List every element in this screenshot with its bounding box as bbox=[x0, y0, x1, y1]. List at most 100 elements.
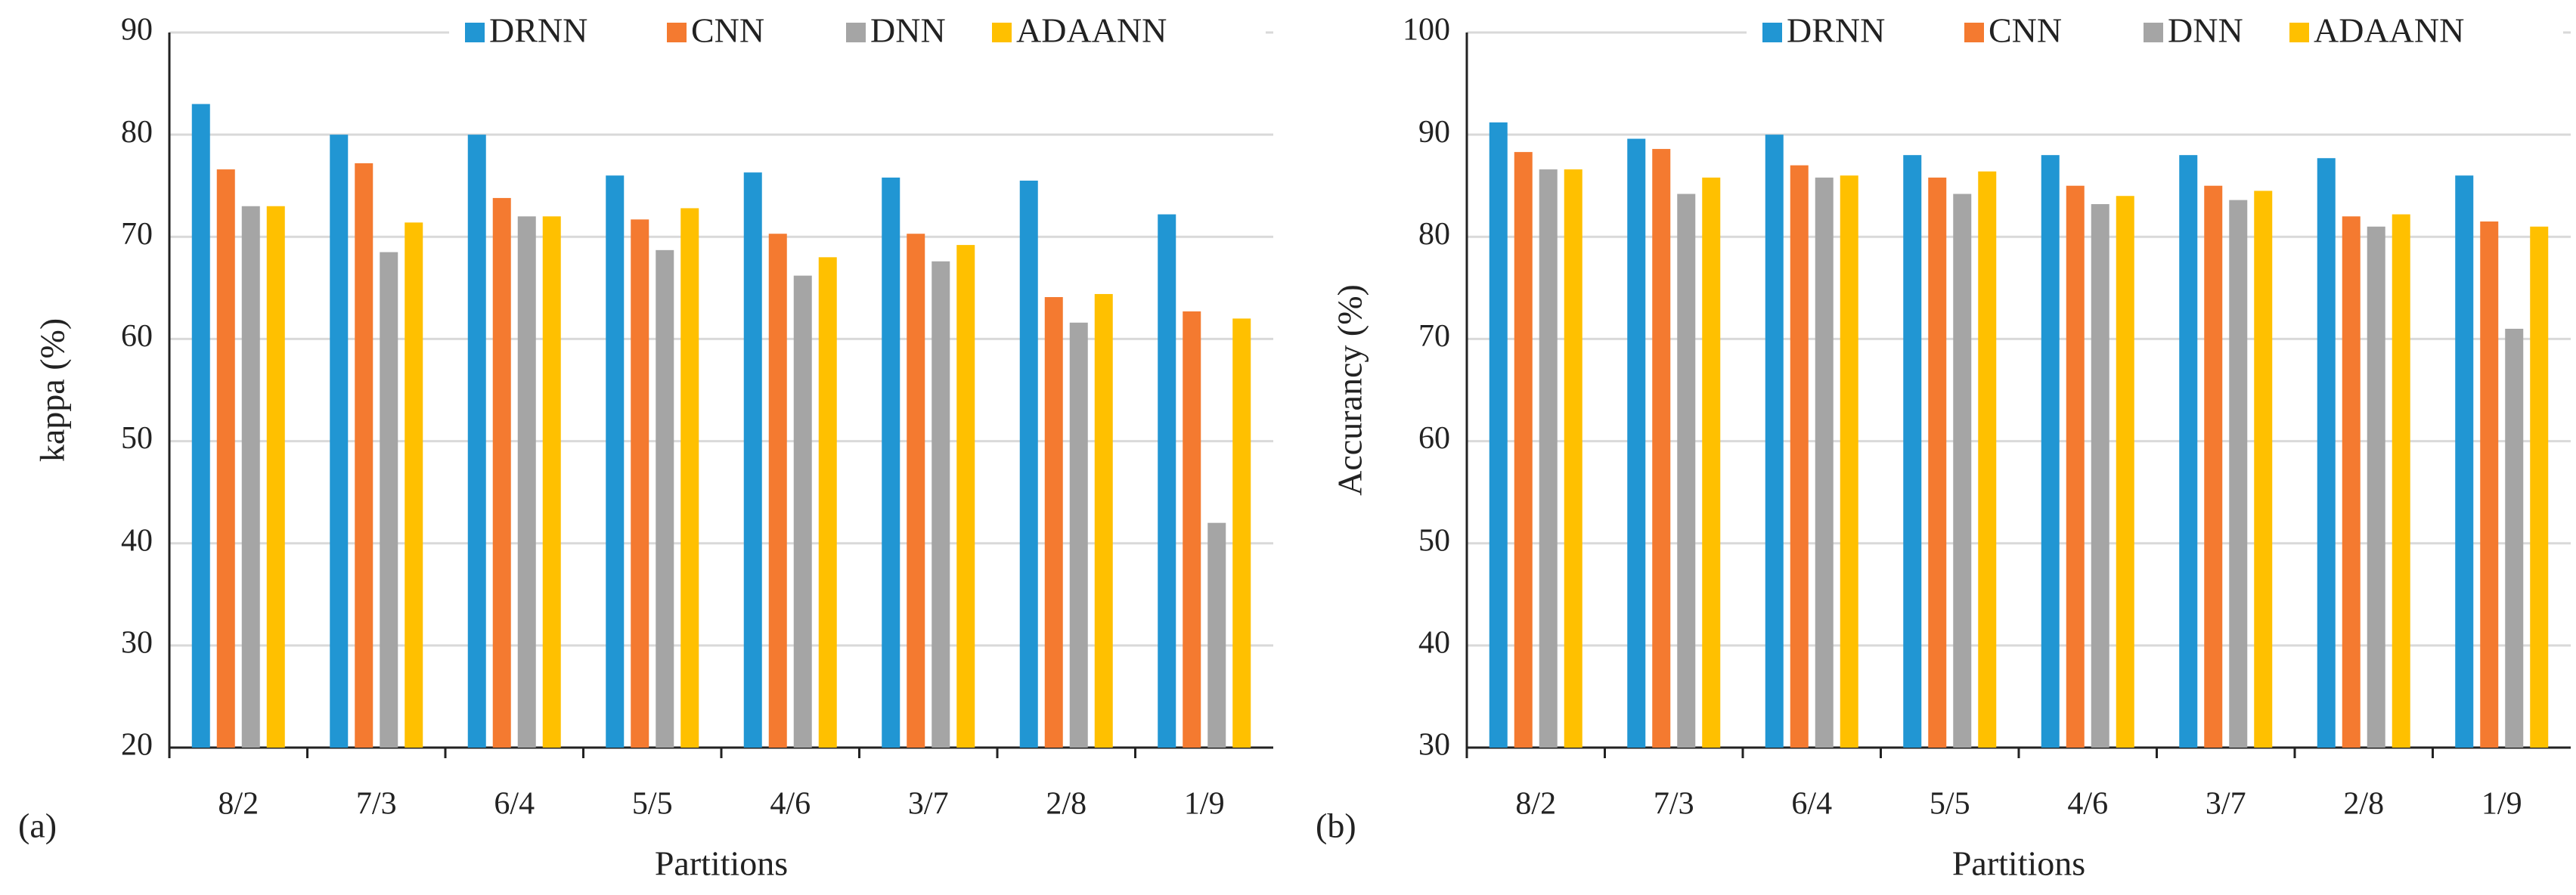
bar bbox=[1094, 293, 1113, 748]
y-tick-label: 70 bbox=[1418, 319, 1450, 354]
bar bbox=[1815, 177, 1834, 748]
x-axis-label: Partitions bbox=[1952, 844, 2085, 883]
bar bbox=[1702, 177, 1721, 748]
bar bbox=[380, 252, 398, 748]
panel-label: (b) bbox=[1316, 807, 1356, 845]
bar bbox=[2480, 221, 2499, 748]
bar bbox=[1790, 165, 1809, 748]
bar bbox=[355, 163, 374, 748]
bar bbox=[606, 175, 625, 748]
x-tick-label: 3/7 bbox=[908, 787, 949, 822]
bar bbox=[2179, 155, 2198, 748]
y-tick-label: 50 bbox=[1418, 523, 1450, 558]
bar bbox=[743, 172, 762, 748]
x-tick-label: 6/4 bbox=[494, 787, 535, 822]
x-tick-label: 6/4 bbox=[1791, 787, 1832, 822]
bar bbox=[1903, 155, 1922, 748]
bar bbox=[2066, 185, 2085, 748]
legend-label: CNN bbox=[691, 11, 764, 50]
bar bbox=[1019, 180, 1038, 748]
x-tick-label: 4/6 bbox=[2067, 787, 2108, 822]
y-tick-label: 30 bbox=[121, 625, 153, 660]
bar bbox=[1677, 194, 1696, 748]
y-tick-label: 70 bbox=[121, 217, 153, 252]
legend-swatch bbox=[465, 23, 485, 42]
x-tick-label: 5/5 bbox=[1930, 787, 1970, 822]
x-tick-label: 5/5 bbox=[632, 787, 673, 822]
bar bbox=[2530, 226, 2549, 748]
x-axis-label: Partitions bbox=[655, 844, 788, 883]
y-axis-label: kappa (%) bbox=[33, 318, 72, 462]
bar bbox=[768, 234, 787, 748]
bar bbox=[932, 261, 950, 748]
legend-label: ADAANN bbox=[1016, 11, 1167, 50]
bar bbox=[1564, 169, 1582, 748]
bar bbox=[882, 177, 901, 748]
bar bbox=[1928, 177, 1947, 748]
bar bbox=[907, 234, 925, 748]
y-tick-label: 90 bbox=[121, 13, 153, 48]
bar bbox=[956, 245, 975, 748]
panel-label: (a) bbox=[18, 807, 57, 845]
y-tick-label: 20 bbox=[121, 728, 153, 763]
y-tick-label: 40 bbox=[1418, 625, 1450, 660]
bar bbox=[1953, 194, 1972, 748]
legend-swatch bbox=[2144, 23, 2163, 42]
x-tick-label: 7/3 bbox=[1654, 787, 1694, 822]
x-tick-label: 2/8 bbox=[2343, 787, 2384, 822]
bar bbox=[2091, 204, 2109, 748]
bar bbox=[1514, 152, 1533, 748]
legend-swatch bbox=[992, 23, 1012, 42]
bar bbox=[656, 249, 674, 748]
bar bbox=[216, 169, 235, 748]
bar bbox=[1069, 322, 1088, 748]
bar bbox=[818, 257, 837, 748]
bar bbox=[1627, 138, 1646, 748]
bar bbox=[2342, 216, 2361, 748]
bar bbox=[1489, 122, 1508, 748]
bar bbox=[330, 135, 349, 748]
bar bbox=[680, 208, 699, 748]
legend-label: DRNN bbox=[489, 11, 587, 50]
y-tick-label: 60 bbox=[1418, 421, 1450, 456]
bar bbox=[2229, 200, 2248, 748]
bar bbox=[241, 206, 260, 748]
bar bbox=[1765, 135, 1784, 748]
x-tick-label: 3/7 bbox=[2206, 787, 2246, 822]
y-tick-label: 60 bbox=[121, 319, 153, 354]
bar bbox=[2116, 196, 2134, 748]
bar bbox=[2254, 190, 2273, 748]
bar bbox=[1044, 297, 1063, 748]
legend-swatch bbox=[846, 23, 866, 42]
bar bbox=[191, 104, 210, 748]
legend-swatch bbox=[2289, 23, 2309, 42]
legend-label: DNN bbox=[870, 11, 946, 50]
x-tick-label: 2/8 bbox=[1046, 787, 1087, 822]
bar bbox=[2367, 226, 2385, 748]
bar bbox=[2204, 185, 2223, 748]
bar bbox=[631, 219, 649, 748]
y-axis-label: Accurancy (%) bbox=[1331, 284, 1369, 496]
y-tick-label: 90 bbox=[1418, 115, 1450, 150]
bar bbox=[1183, 311, 1201, 748]
bar bbox=[1232, 318, 1251, 748]
bar bbox=[492, 197, 511, 748]
y-tick-label: 50 bbox=[121, 421, 153, 456]
bar bbox=[1652, 149, 1671, 748]
bar bbox=[1539, 169, 1558, 748]
bar bbox=[467, 135, 486, 748]
x-tick-label: 8/2 bbox=[1515, 787, 1556, 822]
x-tick-label: 1/9 bbox=[2481, 787, 2522, 822]
bar bbox=[2317, 158, 2336, 748]
legend-label: ADAANN bbox=[2314, 11, 2464, 50]
bar bbox=[1158, 214, 1176, 748]
y-tick-label: 80 bbox=[1418, 217, 1450, 252]
bar bbox=[1207, 522, 1226, 748]
y-tick-label: 80 bbox=[121, 115, 153, 150]
bar bbox=[1840, 175, 1858, 748]
bar bbox=[793, 275, 812, 748]
legend-label: CNN bbox=[1989, 11, 2062, 50]
x-tick-label: 4/6 bbox=[770, 787, 811, 822]
bar bbox=[542, 216, 561, 748]
